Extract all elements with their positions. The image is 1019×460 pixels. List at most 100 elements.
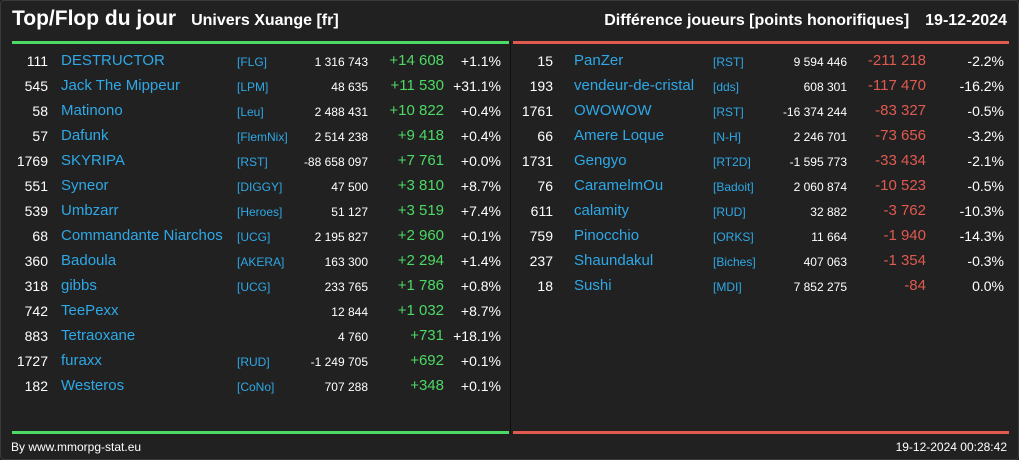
player-name-link[interactable]: Gengyo xyxy=(574,152,627,169)
universe-label: Univers Xuange [fr] xyxy=(191,12,339,29)
alliance-tag-link[interactable]: [AKERA] xyxy=(237,255,285,269)
percent-change: +7.4% xyxy=(460,203,501,219)
top-row: 742 TeePexx 12 844 +1 032 +8.7% xyxy=(12,299,509,324)
player-name-link[interactable]: calamity xyxy=(574,202,630,219)
player-name-link[interactable]: Pinocchio xyxy=(574,227,640,244)
alliance-tag-link[interactable]: [RST] xyxy=(713,55,744,69)
player-name-link[interactable]: Shaundakul xyxy=(574,252,654,269)
alliance-tag-link[interactable]: [Leu] xyxy=(237,105,264,119)
player-points: 2 195 827 xyxy=(314,230,368,244)
percent-change: -14.3% xyxy=(959,228,1004,244)
player-points: 32 882 xyxy=(810,205,847,219)
player-points: 2 488 431 xyxy=(314,105,368,119)
player-rank: 1769 xyxy=(16,153,48,169)
percent-change: +0.1% xyxy=(460,228,501,244)
player-rank: 360 xyxy=(24,253,48,269)
player-rank: 611 xyxy=(530,203,553,219)
player-name-link[interactable]: Syneor xyxy=(61,177,109,194)
player-points: -16 374 244 xyxy=(782,105,847,119)
alliance-tag-link[interactable]: [RUD] xyxy=(237,355,270,369)
top-row: 58 Matinono [Leu] 2 488 431 +10 822 +0.4% xyxy=(12,99,509,124)
top-row: 68 Commandante Niarchos [UCG] 2 195 827 +2 9… xyxy=(12,224,509,249)
top-row: 111 DESTRUCTOR [FLG] 1 316 743 +14 608 +1.1% xyxy=(12,49,509,74)
alliance-tag-link[interactable]: [ORKS] xyxy=(713,230,754,244)
alliance-tag-link[interactable]: [DIGGY] xyxy=(237,180,283,194)
alliance-tag-link[interactable]: [UCG] xyxy=(237,230,271,244)
alliance-tag-link[interactable]: [RUD] xyxy=(713,205,746,219)
footer-timestamp: 19-12-2024 00:28:42 xyxy=(895,440,1007,454)
player-name-link[interactable]: Matinono xyxy=(61,102,123,119)
player-name-link[interactable]: Westeros xyxy=(61,377,125,394)
player-name-link[interactable]: DESTRUCTOR xyxy=(61,52,165,69)
player-rank: 15 xyxy=(537,53,553,69)
player-name-link[interactable]: Badoula xyxy=(61,252,117,269)
points-difference: -1 940 xyxy=(883,227,926,244)
points-difference: -33 434 xyxy=(875,152,926,169)
top-row: 57 Dafunk [FlemNix] 2 514 238 +9 418 +0.4% xyxy=(12,124,509,149)
player-name-link[interactable]: SKYRIPA xyxy=(61,152,125,169)
alliance-tag-link[interactable]: [LPM] xyxy=(237,80,269,94)
top-divider-green xyxy=(12,41,509,44)
alliance-tag-link[interactable]: [N-H] xyxy=(713,130,741,144)
player-name-link[interactable]: furaxx xyxy=(61,352,102,369)
player-rank: 76 xyxy=(537,178,553,194)
flop-row: 759 Pinocchio [ORKS] 11 664 -1 940 -14.3% xyxy=(513,224,1009,249)
top-row: 551 Syneor [DIGGY] 47 500 +3 810 +8.7% xyxy=(12,174,509,199)
player-name-link[interactable]: Umbzarr xyxy=(61,202,119,219)
alliance-tag-link[interactable]: [RST] xyxy=(713,105,744,119)
player-rank: 237 xyxy=(529,253,553,269)
alliance-tag-link[interactable]: [RT2D] xyxy=(713,155,751,169)
player-name-link[interactable]: Tetraoxane xyxy=(61,327,136,344)
points-difference: +2 960 xyxy=(397,227,444,244)
player-points: 48 635 xyxy=(331,80,368,94)
player-points: -1 595 773 xyxy=(789,155,847,169)
player-name-link[interactable]: CaramelmOu xyxy=(574,177,664,194)
player-rank: 545 xyxy=(24,78,48,94)
percent-change: +1.4% xyxy=(460,253,501,269)
alliance-tag-link[interactable]: [Heroes] xyxy=(237,205,283,219)
top-row: 182 Westeros [CoNo] 707 288 +348 +0.1% xyxy=(12,374,509,399)
flop-row: 611 calamity [RUD] 32 882 -3 762 -10.3% xyxy=(513,199,1009,224)
points-difference: -10 523 xyxy=(875,177,926,194)
alliance-tag-link[interactable]: [Biches] xyxy=(713,255,756,269)
alliance-tag-link[interactable]: [UCG] xyxy=(237,280,271,294)
footer-credit[interactable]: By www.mmorpg-stat.eu xyxy=(11,440,142,454)
player-name-link[interactable]: Commandante Niarchos xyxy=(61,227,223,244)
player-points: 47 500 xyxy=(331,180,368,194)
player-name-link[interactable]: PanZer xyxy=(574,52,624,69)
alliance-tag-link[interactable]: [MDI] xyxy=(713,280,742,294)
points-difference: +2 294 xyxy=(397,252,444,269)
percent-change: -2.2% xyxy=(967,53,1004,69)
player-name-link[interactable]: OWOWOW xyxy=(574,102,652,119)
alliance-tag-link[interactable]: [FlemNix] xyxy=(237,130,288,144)
player-rank: 742 xyxy=(24,303,48,319)
player-name-link[interactable]: TeePexx xyxy=(61,302,119,319)
points-difference: +1 786 xyxy=(397,277,444,294)
percent-change: +0.1% xyxy=(460,378,501,394)
player-name-link[interactable]: Dafunk xyxy=(61,127,109,144)
player-points: 2 514 238 xyxy=(314,130,368,144)
player-rank: 182 xyxy=(24,378,48,394)
points-difference: +9 418 xyxy=(397,127,444,144)
player-rank: 111 xyxy=(26,53,48,69)
top-row: 1727 furaxx [RUD] -1 249 705 +692 +0.1% xyxy=(12,349,509,374)
player-name-link[interactable]: gibbs xyxy=(61,277,97,294)
player-name-link[interactable]: Sushi xyxy=(574,277,612,294)
player-name-link[interactable]: Amere Loque xyxy=(574,127,665,144)
points-difference: -117 470 xyxy=(867,77,926,94)
alliance-tag-link[interactable]: [CoNo] xyxy=(237,380,275,394)
player-points: 2 060 874 xyxy=(793,180,847,194)
alliance-tag-link[interactable]: [Badoit] xyxy=(713,180,754,194)
alliance-tag-link[interactable]: [RST] xyxy=(237,155,268,169)
player-rank: 18 xyxy=(537,278,553,294)
player-points: 9 594 446 xyxy=(793,55,847,69)
player-name-link[interactable]: Jack The Mippeur xyxy=(61,77,180,94)
player-rank: 759 xyxy=(529,228,553,244)
points-difference: -83 327 xyxy=(875,102,926,119)
points-difference: -211 218 xyxy=(867,52,926,69)
alliance-tag-link[interactable]: [dds] xyxy=(713,80,740,94)
alliance-tag-link[interactable]: [FLG] xyxy=(237,55,268,69)
player-name-link[interactable]: vendeur-de-cristal xyxy=(574,77,695,94)
percent-change: +31.1% xyxy=(453,78,501,94)
top-row: 539 Umbzarr [Heroes] 51 127 +3 519 +7.4% xyxy=(12,199,509,224)
